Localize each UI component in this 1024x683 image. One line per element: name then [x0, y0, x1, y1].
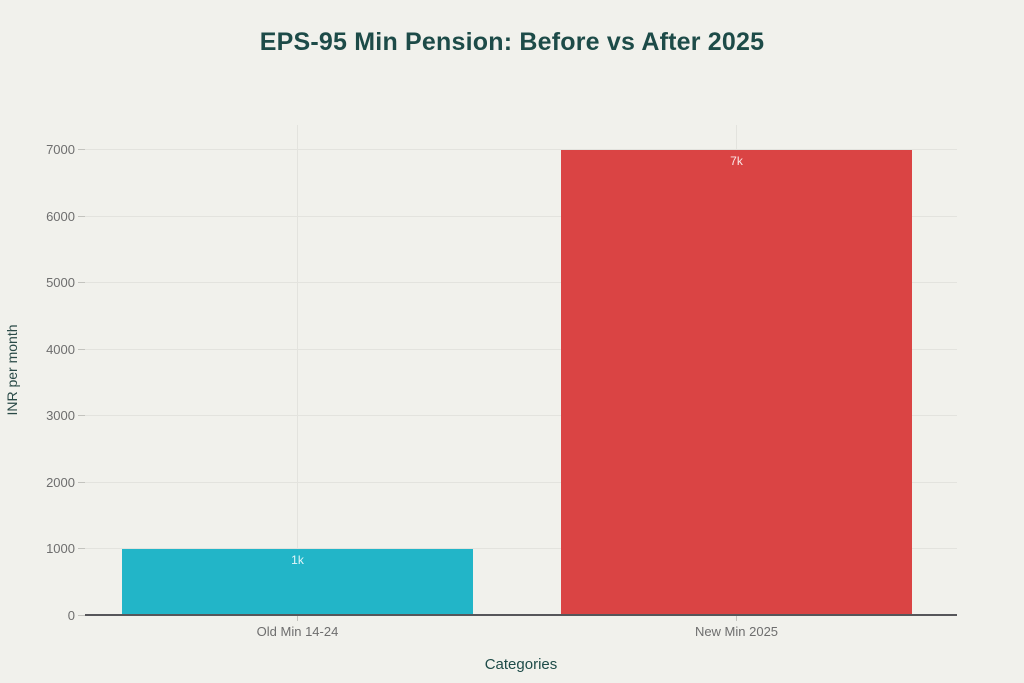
bar-value-label: 1k [291, 552, 304, 567]
x-tick-mark [736, 616, 737, 621]
x-tick-label: Old Min 14-24 [256, 624, 339, 639]
x-axis-line [85, 614, 957, 616]
horizontal-gridline [85, 149, 957, 150]
horizontal-gridline [85, 548, 957, 549]
y-tick-mark [78, 548, 85, 549]
y-tick-label: 0 [67, 607, 75, 623]
x-tick-mark [297, 616, 298, 621]
y-tick-mark [78, 415, 85, 416]
y-tick-label: 4000 [46, 341, 75, 357]
y-tick-mark [78, 282, 85, 283]
y-tick-label: 6000 [46, 208, 75, 224]
x-axis-title: Categories [484, 656, 558, 673]
bar-value-label: 7k [730, 153, 743, 168]
bar-old-min-14-24 [122, 548, 473, 614]
horizontal-gridline [85, 282, 957, 283]
y-tick-mark [78, 149, 85, 150]
horizontal-gridline [85, 481, 957, 483]
y-tick-label: 7000 [46, 142, 75, 157]
y-tick-mark [78, 215, 85, 217]
chart-title: EPS-95 Min Pension: Before vs After 2025 [259, 28, 765, 56]
x-tick-label: New Min 2025 [694, 624, 779, 639]
y-tick-mark [78, 614, 85, 616]
y-tick-mark [78, 348, 85, 350]
vertical-gridline [297, 125, 298, 615]
y-tick-label: 3000 [46, 408, 75, 423]
y-tick-label: 2000 [46, 474, 75, 490]
y-tick-label: 1000 [46, 541, 75, 556]
horizontal-gridline [85, 415, 957, 416]
bar-new-min-2025 [561, 149, 912, 614]
y-tick-mark [78, 481, 85, 483]
y-tick-label: 5000 [46, 275, 75, 290]
horizontal-gridline [85, 348, 957, 350]
horizontal-gridline [85, 215, 957, 217]
